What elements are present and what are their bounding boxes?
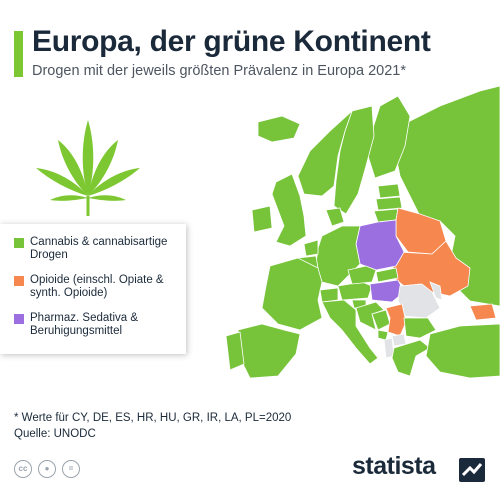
country-switzerland: [319, 287, 339, 303]
country-italy: [321, 299, 379, 365]
country-moldova: [429, 281, 443, 301]
country-netherlands: [303, 239, 319, 257]
legend-swatch-opioide: [14, 276, 24, 286]
legend-label-sedativa: Pharmaz. Sedativa & Beruhigungsmittel: [30, 312, 139, 337]
country-czechia: [347, 265, 377, 285]
attribution-icon[interactable]: ●: [38, 460, 56, 478]
statista-logo-icon: [459, 458, 485, 482]
legend-swatch-cannabis: [14, 238, 24, 248]
no-derivatives-icon[interactable]: =: [62, 460, 80, 478]
country-hungary: [369, 279, 405, 303]
country-georgia: [469, 303, 497, 321]
country-denmark: [325, 207, 345, 227]
country-bulgaria: [403, 317, 437, 339]
country-estonia: [377, 183, 401, 199]
page-title: Europa, der grüne Kontinent: [32, 25, 431, 58]
title-accent-bar: [14, 31, 23, 77]
page-subtitle: Drogen mit der jeweils größten Prävalenz…: [32, 63, 406, 79]
statista-brand[interactable]: statista: [352, 452, 436, 480]
legend-label-cannabis: Cannabis & cannabisartige Drogen: [30, 236, 168, 261]
cannabis-leaf-icon: [36, 120, 140, 216]
country-france: [261, 257, 323, 331]
country-romania: [397, 283, 441, 319]
country-latvia: [375, 196, 403, 211]
legend-swatch-sedativa: [14, 314, 24, 324]
source-note: Quelle: UNODC: [14, 428, 96, 440]
country-slovakia: [375, 267, 399, 283]
country-norway: [297, 110, 353, 197]
country-montenegro: [377, 329, 389, 341]
legend: Cannabis & cannabisartige Drogen Opioide…: [0, 224, 186, 354]
country-greece: [391, 339, 431, 377]
country-spain: [237, 323, 301, 379]
country-ireland: [251, 205, 273, 233]
country-north-macedonia: [391, 333, 407, 347]
cc-icon[interactable]: cc: [14, 460, 32, 478]
country-iceland: [257, 115, 301, 143]
country-turkey: [425, 323, 500, 379]
country-portugal: [225, 331, 245, 371]
country-united-kingdom: [271, 173, 307, 247]
legend-label-opioide: Opioide (einschl. Opiate & synth. Opioid…: [30, 274, 164, 299]
footnote: * Werte für CY, DE, ES, HR, HU, GR, IR, …: [14, 412, 292, 424]
